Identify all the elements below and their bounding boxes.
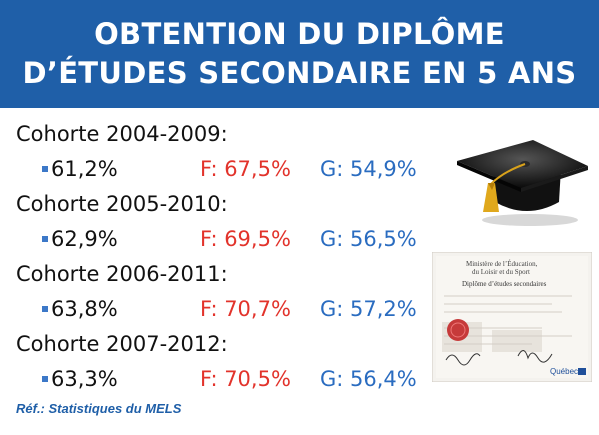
cohort-title: Cohorte 2006-2011: [16, 262, 228, 286]
graduation-cap-icon [457, 140, 588, 226]
diploma-ministry-1: Ministère de l’Éducation, [466, 260, 538, 268]
total-rate: 63,8% [51, 297, 118, 321]
girls-rate: F: 70,5% [200, 367, 291, 391]
girls-rate: F: 69,5% [200, 227, 291, 251]
boys-rate: G: 57,2% [320, 297, 417, 321]
cohort-stats-row: 62,9% F: 69,5% G: 56,5% [16, 220, 436, 258]
bullet-icon [42, 376, 48, 382]
diploma-document-icon: Ministère de l’Éducation, du Loisir et d… [431, 251, 593, 383]
total-rate: 62,9% [51, 227, 118, 251]
boys-rate: G: 54,9% [320, 157, 417, 181]
total-rate: 63,3% [51, 367, 118, 391]
boys-rate: G: 56,5% [320, 227, 417, 251]
seal-icon [447, 319, 469, 341]
boys-rate: G: 56,4% [320, 367, 417, 391]
quebec-flag-icon [578, 368, 586, 375]
cohort-list: Cohorte 2004-2009: 61,2% F: 67,5% G: 54,… [16, 118, 436, 398]
quebec-logo-text: Québec [550, 367, 578, 376]
signature-right [517, 350, 553, 363]
signature-left [445, 353, 481, 366]
title-line-1: OBTENTION DU DIPLÔME [94, 17, 505, 51]
cohort-stats-row: 63,8% F: 70,7% G: 57,2% [16, 290, 436, 328]
title-line-2: D’ÉTUDES SECONDAIRE EN 5 ANS [22, 56, 577, 90]
cohort-stats-row: 61,2% F: 67,5% G: 54,9% [16, 150, 436, 188]
bullet-icon [42, 166, 48, 172]
girls-rate: F: 67,5% [200, 157, 291, 181]
title-banner: OBTENTION DU DIPLÔME D’ÉTUDES SECONDAIRE… [0, 0, 599, 108]
bullet-icon [42, 306, 48, 312]
cohort-title: Cohorte 2005-2010: [16, 192, 228, 216]
cohort-title: Cohorte 2007-2012: [16, 332, 228, 356]
graduation-cap-image [455, 128, 590, 228]
reference-note: Réf.: Statistiques du MELS [16, 401, 182, 416]
bullet-icon [42, 236, 48, 242]
diploma-image: Ministère de l’Éducation, du Loisir et d… [431, 251, 593, 383]
cohort-stats-row: 63,3% F: 70,5% G: 56,4% [16, 360, 436, 398]
diploma-ministry-2: du Loisir et du Sport [472, 268, 530, 276]
diploma-doc-title: Diplôme d’études secondaires [462, 280, 547, 288]
cohort-title: Cohorte 2004-2009: [16, 122, 228, 146]
girls-rate: F: 70,7% [200, 297, 291, 321]
total-rate: 61,2% [51, 157, 118, 181]
